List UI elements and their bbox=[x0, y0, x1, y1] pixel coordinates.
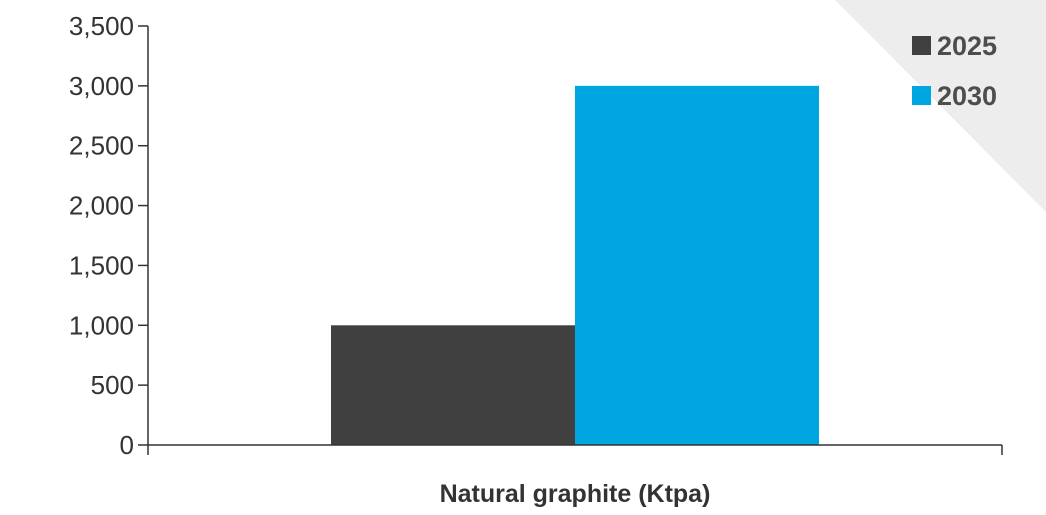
x-axis-category-labels: Natural graphite (Ktpa) bbox=[440, 480, 711, 508]
y-axis-tick-labels: 0 500 1,000 1,500 2,000 2,500 3,000 3,500 bbox=[69, 11, 134, 460]
legend: 2025 2030 bbox=[912, 31, 997, 111]
y-tick-label: 3,500 bbox=[69, 11, 134, 41]
corner-accent-shape bbox=[835, 0, 1046, 212]
legend-label: 2030 bbox=[937, 81, 997, 111]
legend-swatch bbox=[912, 36, 931, 55]
y-tick-label: 500 bbox=[91, 370, 134, 400]
y-tick-label: 1,500 bbox=[69, 250, 134, 280]
bars-layer bbox=[331, 85, 819, 445]
y-tick-label: 2,000 bbox=[69, 191, 134, 221]
legend-entry-2030: 2030 bbox=[912, 81, 997, 111]
y-tick-label: 3,000 bbox=[69, 71, 134, 101]
x-category-label: Natural graphite (Ktpa) bbox=[440, 480, 711, 508]
legend-swatch bbox=[912, 86, 931, 105]
bar-2025 bbox=[331, 325, 575, 445]
axes bbox=[138, 25, 1003, 455]
y-tick-label: 1,000 bbox=[69, 310, 134, 340]
legend-label: 2025 bbox=[937, 31, 997, 61]
y-tick-label: 0 bbox=[120, 430, 134, 460]
legend-entry-2025: 2025 bbox=[912, 31, 997, 61]
bar-2030 bbox=[575, 85, 819, 445]
y-tick-label: 2,500 bbox=[69, 131, 134, 161]
